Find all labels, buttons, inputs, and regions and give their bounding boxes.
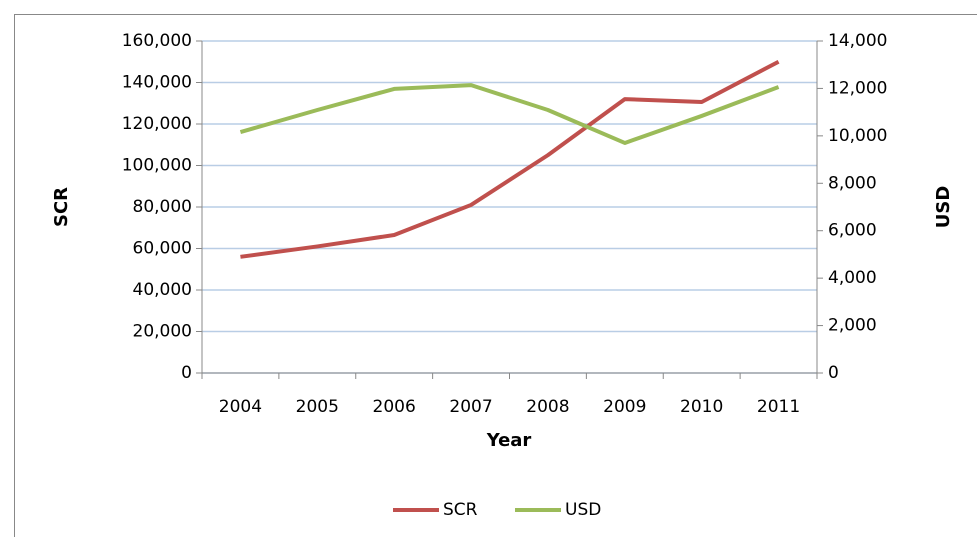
x-tick-label: 2005 <box>296 397 339 417</box>
y-tick-label: 160,000 <box>122 31 192 51</box>
y2-tick-label: 6,000 <box>828 221 877 241</box>
x-tick-label: 2008 <box>526 397 569 417</box>
x-tick-label: 2007 <box>449 397 492 417</box>
series-line <box>240 59 780 259</box>
y-tick-label: 0 <box>181 363 192 383</box>
y2-tick-label: 14,000 <box>828 31 887 51</box>
series-line <box>239 83 780 145</box>
legend-label: SCR <box>443 500 478 520</box>
y-tick-label: 100,000 <box>122 156 192 176</box>
x-axis-title: Year <box>486 430 532 451</box>
y2-tick-label: 4,000 <box>828 268 877 288</box>
y-tick-label: 40,000 <box>133 280 192 300</box>
x-tick-label: 2004 <box>219 397 262 417</box>
y-tick-label: 80,000 <box>133 197 192 217</box>
y-axis-title: SCR <box>51 187 72 227</box>
y2-axis-title: USD <box>933 186 954 229</box>
x-tick-label: 2010 <box>680 397 723 417</box>
x-tick-label: 2011 <box>757 397 800 417</box>
y2-tick-label: 0 <box>828 363 839 383</box>
y-tick-label: 140,000 <box>122 73 192 93</box>
y-tick-label: 120,000 <box>122 114 192 134</box>
legend-label: USD <box>565 500 601 520</box>
y2-tick-label: 8,000 <box>828 173 877 193</box>
y2-tick-label: 10,000 <box>828 126 887 146</box>
y-tick-label: 60,000 <box>133 239 192 259</box>
x-tick-label: 2006 <box>373 397 416 417</box>
y-tick-label: 20,000 <box>133 322 192 342</box>
y2-tick-label: 2,000 <box>828 316 877 336</box>
x-tick-label: 2009 <box>603 397 646 417</box>
y2-tick-label: 12,000 <box>828 78 887 98</box>
